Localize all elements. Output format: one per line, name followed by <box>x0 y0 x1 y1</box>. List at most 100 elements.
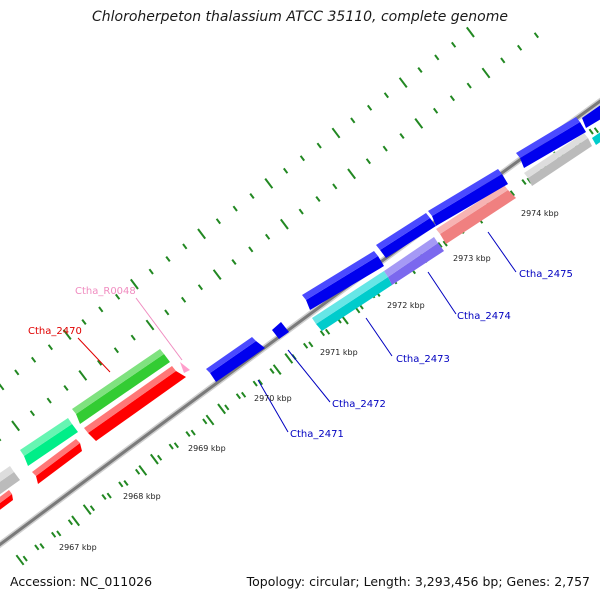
gene-blue-inner-4[interactable] <box>516 117 586 168</box>
accession-text: Accession: NC_011026 <box>10 574 153 589</box>
leader-ctha-2474 <box>427 271 457 315</box>
tick-mark <box>212 269 222 280</box>
tick-mark <box>466 82 472 89</box>
tick-mark <box>235 393 241 400</box>
tick-mark <box>0 383 5 391</box>
tick-mark <box>533 32 540 39</box>
leader-ctha-2473 <box>365 317 393 357</box>
tick-mark <box>113 347 119 354</box>
tick-mark <box>316 142 322 149</box>
tick-mark <box>197 228 206 240</box>
tick-mark <box>248 246 254 253</box>
tick-mark <box>185 431 191 437</box>
gene-green-long[interactable] <box>72 349 170 424</box>
tick-mark <box>47 344 54 351</box>
tick-mark <box>450 41 457 48</box>
tick-mark <box>51 531 57 538</box>
tick-mark <box>299 155 306 162</box>
tick-mark <box>39 542 45 550</box>
tick-mark <box>332 183 338 190</box>
gene-ctha-2474[interactable] <box>384 237 444 285</box>
tick-mark <box>165 256 171 262</box>
gene-blue-inner-1[interactable] <box>302 251 384 310</box>
tick-mark <box>308 341 314 348</box>
tick-mark <box>168 443 174 450</box>
scale-label-2969: 2969 kbp <box>188 444 226 453</box>
leader-ctha-2475 <box>487 231 517 273</box>
tick-mark <box>249 193 255 199</box>
gene-ctha-2471[interactable] <box>206 337 265 382</box>
gene-ctha-2472[interactable] <box>272 322 289 339</box>
tick-mark <box>182 243 188 250</box>
label-ctha-2474: Ctha_2474 <box>457 311 511 322</box>
tick-mark <box>382 145 388 152</box>
tick-mark <box>252 380 258 387</box>
gene-grey-right[interactable] <box>524 133 592 186</box>
tick-mark <box>257 379 264 386</box>
tick-mark <box>148 268 154 275</box>
tick-mark <box>383 92 390 99</box>
tick-mark <box>282 167 289 174</box>
leader-ctha-2471 <box>257 379 289 433</box>
tick-mark <box>264 233 271 240</box>
gene-ctha-2470[interactable] <box>84 366 186 441</box>
gene-ctha-2475[interactable] <box>436 185 516 244</box>
tick-mark <box>231 259 237 265</box>
tick-mark <box>138 465 148 476</box>
label-ctha-2471: Ctha_2471 <box>290 429 344 440</box>
tick-mark <box>434 54 440 61</box>
tick-mark <box>30 356 37 363</box>
gene-blue-inner-3[interactable] <box>428 169 508 226</box>
tick-mark <box>232 205 238 212</box>
gene-ctha-2473[interactable] <box>312 271 392 331</box>
tick-mark <box>319 330 326 337</box>
tick-mark <box>22 555 28 562</box>
scale-label-2968: 2968 kbp <box>123 492 161 501</box>
tick-mark <box>509 190 516 197</box>
tick-mark <box>46 397 52 404</box>
label-ctha-2472: Ctha_2472 <box>332 399 386 410</box>
gene-cyan-right[interactable] <box>592 124 600 145</box>
tick-mark <box>449 95 456 102</box>
label-ctha-2473: Ctha_2473 <box>396 354 450 365</box>
gene-blue-inner-5[interactable] <box>582 104 600 128</box>
gene-grey-inner-left[interactable] <box>0 466 20 500</box>
gene-red-left[interactable] <box>32 439 82 484</box>
label-ctha-2475: Ctha_2475 <box>519 269 573 280</box>
tick-mark <box>264 178 274 189</box>
gene-red-far-left[interactable] <box>0 490 13 518</box>
tick-mark <box>130 334 136 341</box>
gene-blue-inner-2[interactable] <box>376 213 436 258</box>
tick-mark <box>399 133 405 139</box>
tick-mark <box>181 296 187 303</box>
tick-mark <box>63 385 69 391</box>
tick-mark <box>14 369 20 376</box>
gene-ctha-r0048[interactable] <box>180 362 190 373</box>
tick-mark <box>217 403 226 415</box>
tick-mark <box>11 420 21 432</box>
tick-mark <box>71 515 80 527</box>
tick-mark <box>150 453 159 465</box>
scale-label-2967: 2967 kbp <box>59 543 97 552</box>
scale-label-2974: 2974 kbp <box>521 209 559 218</box>
tick-mark <box>588 128 594 135</box>
tick-mark <box>366 104 373 111</box>
tick-mark <box>398 77 408 89</box>
tick-mark <box>414 117 424 129</box>
tick-mark <box>145 319 155 331</box>
tick-mark <box>417 67 423 73</box>
tick-mark <box>331 127 341 139</box>
tick-mark <box>56 530 62 537</box>
tick-mark <box>197 284 203 291</box>
scale-label-2970: 2970 kbp <box>254 394 292 403</box>
genome-backbone-core <box>0 99 600 547</box>
tick-mark <box>106 492 112 499</box>
tick-mark <box>500 57 506 64</box>
tick-mark <box>29 410 36 417</box>
leader-ctha-2472 <box>287 349 331 403</box>
tick-mark <box>241 391 247 398</box>
gene-spring-green[interactable] <box>20 418 78 466</box>
tick-mark <box>202 418 208 425</box>
tick-mark <box>284 353 294 364</box>
